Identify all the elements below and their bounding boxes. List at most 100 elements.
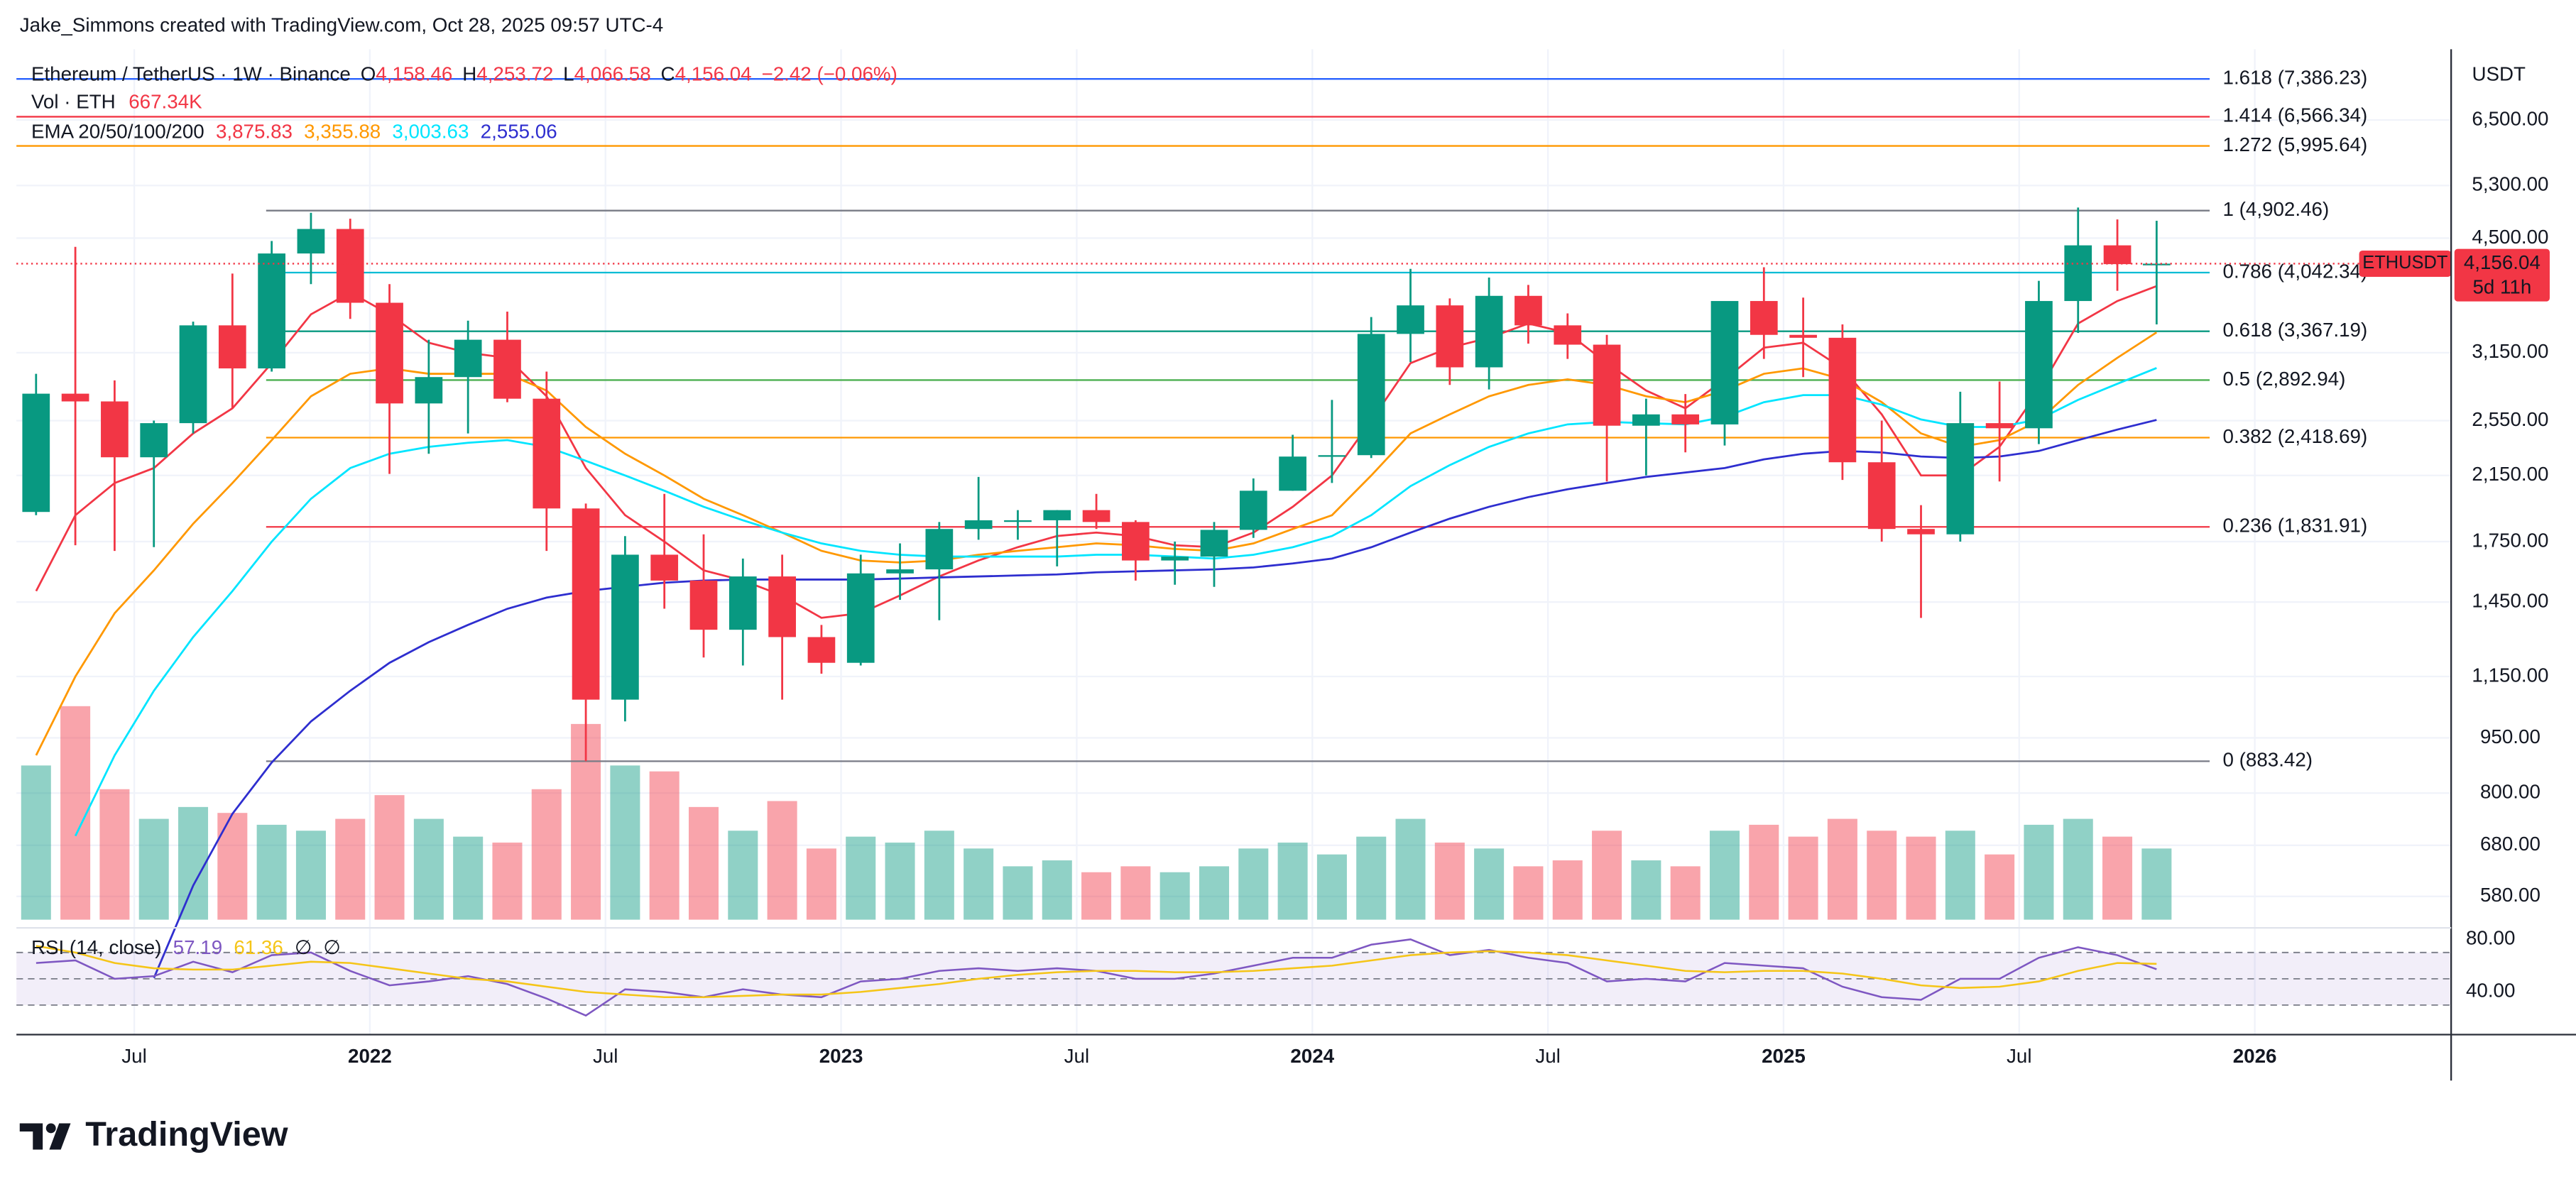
fib-label: 0.382 (2,418.69) [2223, 425, 2368, 447]
candle-body [258, 253, 285, 368]
y-tick-label: 1,450.00 [2472, 589, 2548, 611]
volume-bar [846, 836, 876, 920]
x-tick-label: Jul [1064, 1045, 1089, 1067]
rsi-value: 57.19 [173, 937, 222, 959]
rsi-value: ∅ [323, 937, 340, 959]
volume-bar [178, 806, 209, 920]
candle-body [1750, 301, 1778, 335]
y-tick-label: 2,550.00 [2472, 408, 2548, 430]
volume-bar [1434, 842, 1465, 920]
volume-bar [1277, 842, 1308, 920]
candle-body [1004, 520, 1032, 522]
fib-label: 1 (4,902.46) [2223, 198, 2330, 220]
volume-bar [1867, 831, 1897, 920]
candle-body [1593, 344, 1621, 426]
volume-bar [1120, 866, 1151, 920]
candle-body [1907, 529, 1935, 535]
header: Jake_Simmons created with TradingView.co… [20, 13, 663, 35]
fib-label: 1.618 (7,386.23) [2223, 66, 2368, 88]
candle-body [101, 401, 129, 458]
volume-bar [1159, 872, 1190, 920]
volume-bar [1631, 860, 1661, 920]
candle-body [533, 398, 561, 509]
volume-bar [295, 831, 326, 920]
fib-label: 0.236 (1,831.91) [2223, 515, 2368, 537]
candle-body [1397, 305, 1424, 334]
candle-body [650, 554, 679, 581]
fib-label: 1.414 (6,566.34) [2223, 104, 2368, 126]
y-tick-label: 950.00 [2480, 725, 2540, 747]
volume-bar [1474, 848, 1505, 920]
price-badge-value: 4,156.04 [2464, 251, 2540, 273]
x-tick-label: Jul [121, 1045, 146, 1067]
candle-body [1161, 557, 1189, 561]
candle-body [1867, 462, 1896, 530]
volume-bar [1670, 866, 1701, 920]
candle-body [454, 339, 482, 378]
candle-body [611, 554, 639, 700]
y-tick-label: 4,500.00 [2472, 226, 2548, 248]
x-tick-label: 2026 [2233, 1045, 2277, 1067]
candle-body [572, 508, 600, 700]
ohlc-key: H [462, 63, 476, 85]
volume-bar [256, 824, 287, 920]
x-tick-label: 2025 [1762, 1045, 1806, 1067]
y-tick-label: 1,150.00 [2472, 664, 2548, 686]
volume-bar [885, 842, 915, 920]
candle-body [376, 302, 403, 404]
candle-body [1710, 301, 1739, 424]
volume-bar [1749, 824, 1779, 920]
volume-legend: Vol · ETH 667.34K [31, 91, 202, 113]
ema-line [153, 419, 2157, 979]
candle-body [964, 520, 993, 530]
volume-bar [1395, 818, 1426, 920]
volume-bar [1003, 866, 1033, 920]
candle-body [1671, 414, 1700, 424]
volume-bar [728, 831, 758, 920]
candle-body [1946, 423, 1975, 535]
volume-bar [335, 818, 366, 920]
ema-value: 3,355.88 [304, 121, 381, 143]
ohlc-value: 4,156.04 [675, 63, 752, 85]
volume-bar [60, 706, 91, 920]
candle-body [1082, 510, 1110, 522]
rsi-value: ∅ [295, 937, 312, 959]
volume-bar [1042, 860, 1072, 920]
candle-body [1515, 295, 1542, 326]
volume-bar [1081, 872, 1112, 920]
candle-body [1122, 522, 1150, 561]
volume-bar [610, 765, 640, 920]
y-tick-label: 680.00 [2480, 833, 2540, 855]
candle-body [807, 637, 836, 663]
volume-bar [138, 818, 169, 920]
volume-bar [1316, 854, 1347, 920]
ema-label: EMA 20/50/100/200 [31, 121, 204, 143]
volume-bar [649, 771, 680, 920]
candle-body [1239, 491, 1267, 530]
candle-body [846, 573, 875, 663]
volume-bar [806, 848, 836, 920]
y-tick-label: 6,500.00 [2472, 107, 2548, 129]
volume-bar [1788, 836, 1818, 920]
y-tick-label: 800.00 [2480, 781, 2540, 803]
y-tick-label: 1,750.00 [2472, 529, 2548, 551]
volume-bar [99, 789, 130, 920]
candle-body [886, 569, 914, 574]
volume-bar [1356, 836, 1387, 920]
volume-bar [21, 765, 51, 920]
candle-body [179, 325, 207, 424]
candle-body [297, 229, 325, 254]
volume-bar [1592, 831, 1622, 920]
candle-body [1200, 530, 1228, 557]
rsi-tick-label: 40.00 [2466, 980, 2515, 1002]
volume-bar [413, 818, 444, 920]
volume-bar [1906, 836, 1936, 920]
y-tick-label: 580.00 [2480, 884, 2540, 906]
y-tick-label: 5,300.00 [2472, 173, 2548, 195]
candle-body [1318, 455, 1346, 457]
candle-body [415, 377, 443, 404]
volume-bar [374, 795, 405, 920]
ohlc-value: 4,253.72 [476, 63, 553, 85]
